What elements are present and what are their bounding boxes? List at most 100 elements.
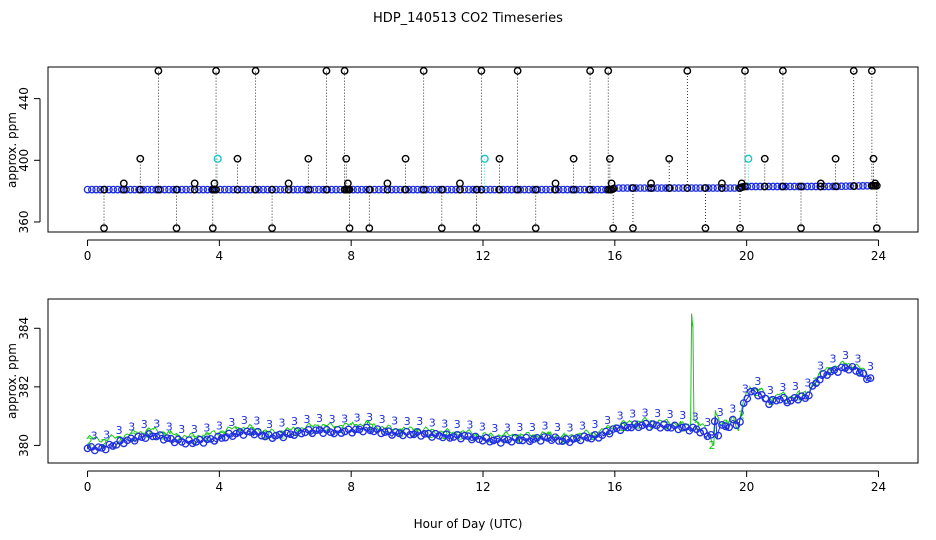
series-3-point <box>710 417 719 426</box>
top-baseline-point <box>293 185 302 194</box>
top-baseline-point <box>392 185 400 194</box>
top-baseline-point <box>841 182 850 191</box>
top-baseline-point <box>726 184 735 192</box>
series-3-label: 3 <box>516 421 523 434</box>
series-3-label: 3 <box>504 422 511 435</box>
top-x-axis: 0 4 8 12 16 20 24 <box>84 239 886 263</box>
bottom-y-axis: 380 382 384 <box>17 317 41 457</box>
series-3-point <box>286 430 295 439</box>
top-spike-point <box>736 224 744 233</box>
series-3-label: 3 <box>316 412 323 425</box>
series-3-point <box>529 435 538 444</box>
series-3-point <box>83 444 92 453</box>
top-cyan-points <box>213 154 753 190</box>
series-3-point <box>623 423 632 432</box>
top-baseline-point <box>704 184 713 192</box>
top-baseline-point <box>794 182 803 191</box>
series-3-point <box>815 375 824 384</box>
top-cyan-point <box>480 154 489 163</box>
series-3-point <box>779 393 788 402</box>
top-spike-base-point <box>737 183 746 192</box>
series-2-label: 2 <box>175 433 182 446</box>
top-spike-point <box>683 66 692 75</box>
series-3-label: 3 <box>404 415 411 428</box>
series-3-point <box>718 421 726 429</box>
top-baseline-point <box>182 185 190 194</box>
top-spike-point <box>477 66 486 75</box>
top-baseline-point <box>353 185 362 194</box>
top-y-tick-label: 440 <box>17 87 31 110</box>
series-3-label: 3 <box>817 360 824 373</box>
top-spike-point <box>665 154 674 163</box>
top-baseline-point <box>764 182 773 191</box>
top-spike-base-point <box>233 185 242 194</box>
top-baseline-point <box>83 185 92 194</box>
top-spike-point <box>251 66 260 75</box>
top-y-tick-label: 400 <box>17 149 31 172</box>
series-3-label: 3 <box>529 421 536 434</box>
top-baseline-point <box>786 182 794 191</box>
series-3-label: 3 <box>792 380 799 393</box>
series-3-point <box>783 398 792 407</box>
series-3-point <box>569 435 578 443</box>
top-spike-point <box>741 66 749 75</box>
top-spike-base-point <box>251 185 260 194</box>
chart-title: HDP_140513 CO2 Timeseries <box>373 11 563 26</box>
bottom-x-tick-label: 4 <box>216 480 224 494</box>
top-baseline-point <box>529 185 537 194</box>
top-baseline-point <box>829 182 837 191</box>
top-x-tick-label: 8 <box>347 249 355 263</box>
top-baseline-point <box>589 185 597 194</box>
series-3-point <box>826 367 835 376</box>
top-baseline-point <box>730 184 739 192</box>
top-spike-point <box>647 179 655 188</box>
top-spike-base-point <box>172 185 181 194</box>
series-3-point <box>678 423 686 432</box>
top-plot-frame <box>47 66 919 233</box>
top-baseline-point <box>220 185 229 194</box>
top-baseline-point <box>375 185 383 194</box>
top-baseline-point <box>327 185 336 194</box>
top-baseline-point <box>580 185 589 194</box>
top-baseline-point <box>670 184 679 192</box>
series-2-label: 2 <box>798 390 805 403</box>
top-baseline-point <box>636 184 645 192</box>
top-spike-point <box>718 179 726 188</box>
series-3-point <box>486 437 494 446</box>
top-baseline-point <box>464 185 473 194</box>
series-3-label: 3 <box>266 418 273 431</box>
top-baseline-point <box>186 185 195 194</box>
series-3-label: 3 <box>416 415 423 428</box>
top-baseline-point <box>482 185 490 194</box>
series-3-point <box>540 433 549 441</box>
top-baseline-point <box>229 185 238 194</box>
series-3-point <box>261 432 270 441</box>
top-baseline-point <box>332 185 340 194</box>
top-spike-base-point <box>665 184 674 192</box>
bottom-y-tick-label: 382 <box>17 375 31 398</box>
top-spike-point <box>569 154 578 163</box>
bottom-x-tick-label: 20 <box>739 480 754 494</box>
series-3-point <box>728 415 737 424</box>
series-3-point <box>805 391 813 400</box>
top-baseline-point <box>225 185 233 194</box>
series-3-point <box>435 431 444 440</box>
series-3-label: 3 <box>767 384 774 397</box>
series-3-point <box>703 432 712 441</box>
series-3-point <box>837 363 846 372</box>
series-3-label: 3 <box>729 402 736 415</box>
series-3-label: 3 <box>667 408 674 421</box>
series-3-point <box>232 429 241 438</box>
series-3-point <box>707 430 715 439</box>
series-3-label: 3 <box>379 413 386 426</box>
series-3-point <box>834 368 842 376</box>
top-spike-point <box>172 224 181 233</box>
series-3-point <box>866 374 875 382</box>
top-baseline-point <box>662 184 670 192</box>
top-baseline-point <box>276 185 285 194</box>
series-3-label: 3 <box>829 353 836 366</box>
series-3-point <box>689 423 697 432</box>
series-3-point <box>351 425 360 434</box>
